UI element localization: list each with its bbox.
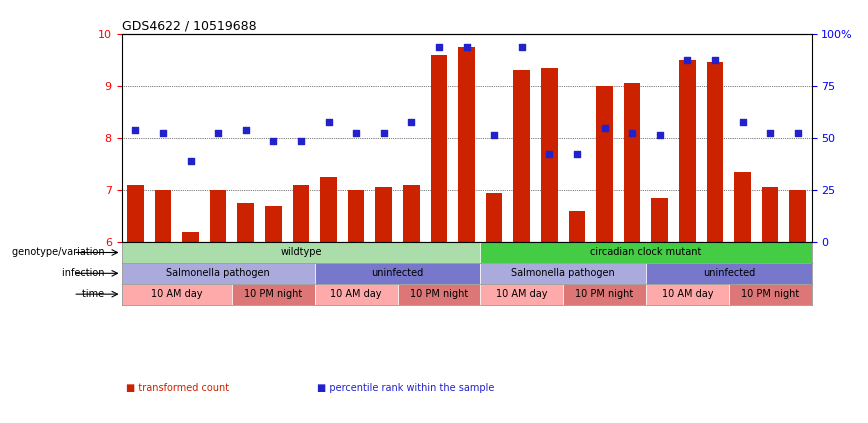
- Text: Salmonella pathogen: Salmonella pathogen: [511, 268, 615, 278]
- Point: [321, 119, 335, 126]
- Bar: [624, 83, 641, 242]
- Point: [653, 132, 667, 139]
- Point: [736, 119, 750, 126]
- FancyBboxPatch shape: [315, 263, 480, 284]
- Point: [239, 127, 253, 134]
- Point: [184, 158, 198, 165]
- Text: ■ percentile rank within the sample: ■ percentile rank within the sample: [317, 383, 494, 393]
- FancyBboxPatch shape: [480, 284, 563, 305]
- FancyBboxPatch shape: [232, 284, 315, 305]
- Point: [349, 129, 363, 136]
- FancyBboxPatch shape: [480, 242, 812, 263]
- Text: ■ transformed count: ■ transformed count: [126, 383, 229, 393]
- FancyBboxPatch shape: [122, 242, 480, 263]
- Point: [597, 124, 611, 131]
- Bar: [734, 172, 751, 242]
- Point: [625, 129, 639, 136]
- Point: [128, 127, 142, 134]
- Bar: [293, 185, 309, 242]
- Text: time: time: [82, 289, 108, 299]
- Text: circadian clock mutant: circadian clock mutant: [590, 247, 701, 258]
- Text: Salmonella pathogen: Salmonella pathogen: [167, 268, 270, 278]
- Text: uninfected: uninfected: [703, 268, 755, 278]
- Text: 10 AM day: 10 AM day: [151, 289, 202, 299]
- Text: 10 PM night: 10 PM night: [575, 289, 634, 299]
- Point: [542, 150, 556, 157]
- Point: [460, 44, 474, 50]
- Bar: [486, 192, 503, 242]
- FancyBboxPatch shape: [398, 284, 480, 305]
- Text: 10 AM day: 10 AM day: [331, 289, 382, 299]
- Bar: [348, 190, 365, 242]
- Bar: [155, 190, 171, 242]
- Point: [515, 44, 529, 50]
- FancyBboxPatch shape: [646, 263, 812, 284]
- Text: uninfected: uninfected: [372, 268, 424, 278]
- FancyBboxPatch shape: [315, 284, 398, 305]
- Point: [377, 129, 391, 136]
- Bar: [238, 203, 254, 242]
- Bar: [541, 68, 557, 242]
- Point: [708, 57, 722, 63]
- Bar: [679, 60, 695, 242]
- Point: [432, 44, 446, 50]
- Point: [763, 129, 777, 136]
- Bar: [431, 55, 447, 242]
- Bar: [569, 211, 585, 242]
- Bar: [596, 86, 613, 242]
- Text: 10 PM night: 10 PM night: [244, 289, 302, 299]
- Point: [294, 137, 308, 144]
- FancyBboxPatch shape: [563, 284, 646, 305]
- Point: [791, 129, 805, 136]
- Bar: [127, 185, 143, 242]
- Bar: [458, 47, 475, 242]
- Bar: [210, 190, 227, 242]
- Text: 10 PM night: 10 PM night: [741, 289, 799, 299]
- Bar: [707, 63, 723, 242]
- Bar: [265, 206, 281, 242]
- Text: GDS4622 / 10519688: GDS4622 / 10519688: [122, 20, 256, 33]
- Text: wildtype: wildtype: [280, 247, 322, 258]
- Bar: [790, 190, 806, 242]
- Text: 10 AM day: 10 AM day: [496, 289, 548, 299]
- Point: [211, 129, 225, 136]
- FancyBboxPatch shape: [729, 284, 812, 305]
- Text: infection: infection: [62, 268, 108, 278]
- FancyBboxPatch shape: [122, 263, 315, 284]
- Bar: [762, 187, 779, 242]
- Bar: [376, 187, 392, 242]
- Bar: [652, 198, 668, 242]
- Point: [404, 119, 418, 126]
- Text: 10 PM night: 10 PM night: [410, 289, 468, 299]
- Bar: [403, 185, 419, 242]
- FancyBboxPatch shape: [480, 263, 646, 284]
- Point: [487, 132, 501, 139]
- Bar: [182, 232, 199, 242]
- Text: 10 AM day: 10 AM day: [661, 289, 713, 299]
- Point: [681, 57, 694, 63]
- Point: [266, 137, 280, 144]
- Point: [570, 150, 584, 157]
- Point: [156, 129, 170, 136]
- Bar: [320, 177, 337, 242]
- Text: genotype/variation: genotype/variation: [12, 247, 108, 258]
- Bar: [514, 70, 530, 242]
- FancyBboxPatch shape: [122, 284, 232, 305]
- FancyBboxPatch shape: [646, 284, 729, 305]
